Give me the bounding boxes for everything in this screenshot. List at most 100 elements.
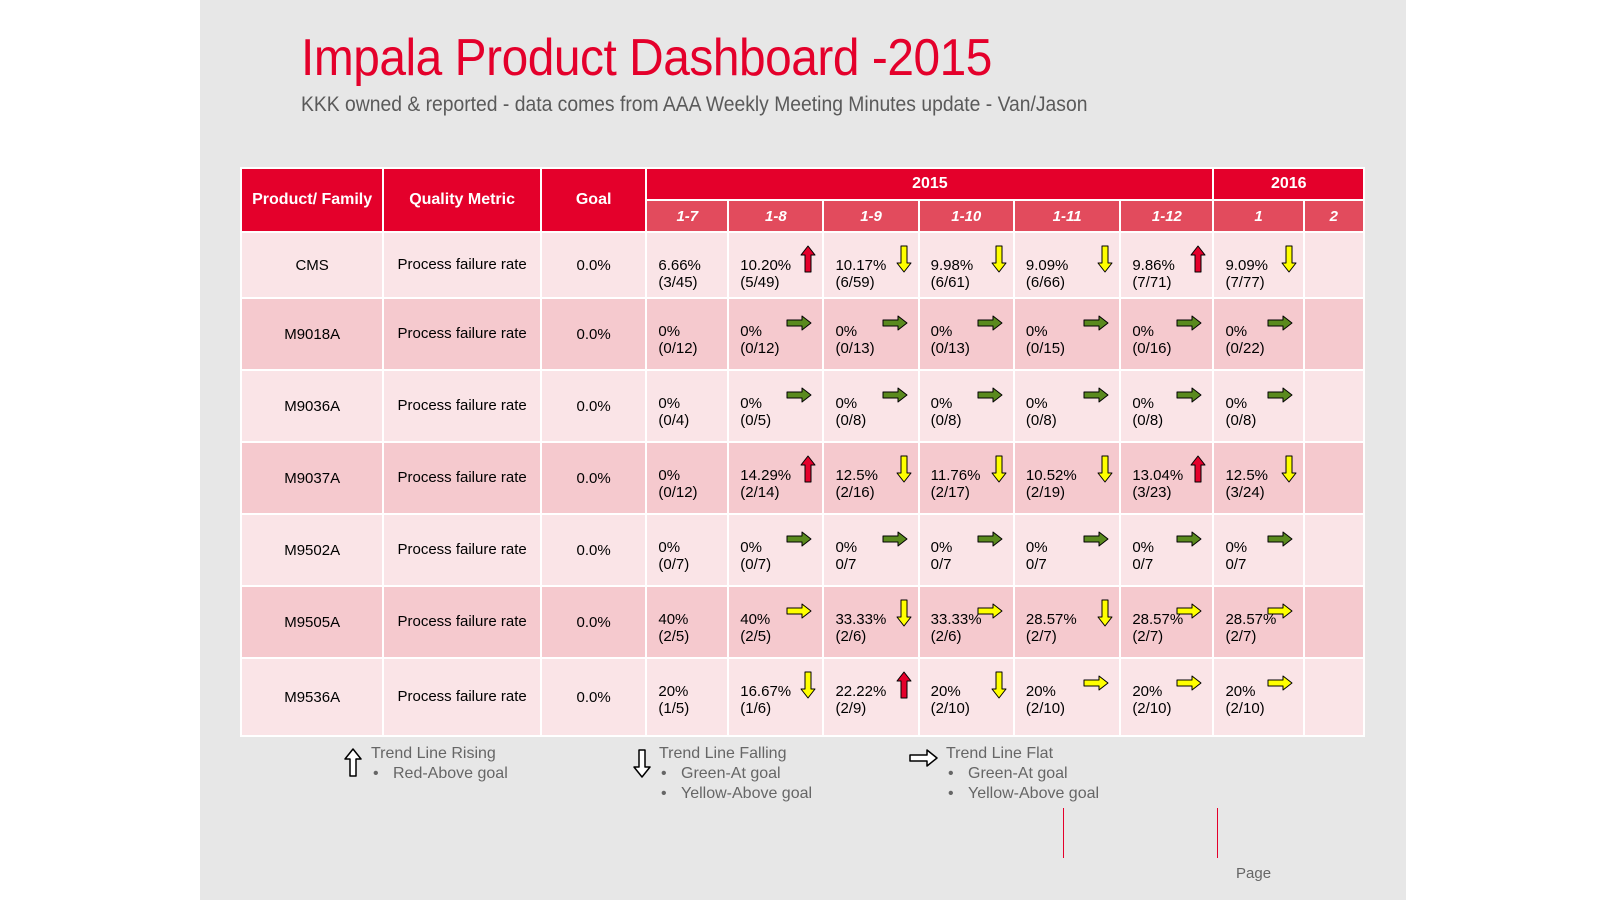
product-cell: M9036A [239, 369, 385, 443]
value-text: 13.04% (3/23) [1132, 467, 1183, 501]
arrow-down-yellow-icon [1097, 599, 1113, 627]
arrow-down-yellow-icon [1281, 455, 1297, 483]
value-text: 9.09% (7/77) [1225, 257, 1268, 291]
value-text: 12.5% (2/16) [835, 467, 878, 501]
value-fraction: (2/7) [1025, 628, 1057, 645]
value-fraction: (0/5) [740, 412, 772, 429]
value-text: 6.66% (3/45) [658, 257, 701, 291]
legend-flat: Trend Line Flat Green-At goal Yellow-Abo… [946, 744, 1099, 804]
value-percent: 14.29% [740, 467, 792, 484]
value-cell: 20% (2/10) [1119, 657, 1215, 737]
value-percent: 0% [658, 467, 681, 484]
value-cell: 0% (0/4) [645, 369, 730, 443]
value-text: 0% (0/13) [835, 323, 874, 357]
value-text: 0% (0/8) [1225, 395, 1256, 429]
value-percent: 0% [1025, 539, 1048, 556]
arrow-right-green-icon [1083, 315, 1109, 331]
value-percent: 9.09% [1025, 257, 1069, 274]
period-header: 1-12 [1119, 199, 1215, 233]
value-fraction: (6/61) [930, 274, 970, 291]
goal-cell: 0.0% [539, 231, 648, 299]
value-fraction: (3/24) [1225, 484, 1265, 501]
value-text: 20% (2/10) [1225, 683, 1264, 717]
value-cell: 10.52% (2/19) [1012, 441, 1122, 515]
arrow-right-yellow-icon [1267, 603, 1293, 619]
slide: Impala Product Dashboard -2015 KKK owned… [200, 0, 1406, 900]
arrow-down-yellow-icon [991, 671, 1007, 699]
value-cell: 20% (2/10) [917, 657, 1015, 737]
value-fraction: (6/59) [835, 274, 875, 291]
value-cell: 0% (0/16) [1119, 297, 1215, 371]
value-cell: 20% (2/10) [1212, 657, 1305, 737]
goal-cell: 0.0% [539, 585, 648, 659]
value-text: 10.20% (5/49) [740, 257, 791, 291]
metric-cell: Process failure rate [382, 231, 542, 299]
value-fraction: (0/12) [740, 340, 780, 357]
value-text: 28.57% (2/7) [1225, 611, 1276, 645]
legend-flat-item: Green-At goal [946, 764, 1099, 784]
value-percent: 0% [1225, 539, 1248, 556]
value-percent: 22.22% [835, 683, 887, 700]
dashboard-table: Product/ Family Quality Metric Goal 2015… [239, 167, 1366, 737]
value-percent: 10.17% [835, 257, 887, 274]
value-cell: 6.66% (3/45) [645, 231, 730, 299]
arrow-up-red-icon [1190, 245, 1206, 273]
legend-rising: Trend Line Rising Red-Above goal [371, 744, 508, 784]
arrow-up-red-icon [800, 455, 816, 483]
value-fraction: (2/10) [930, 700, 970, 717]
legend-falling-item: Yellow-Above goal [659, 784, 812, 804]
value-text: 22.22% (2/9) [835, 683, 886, 717]
arrow-down-yellow-icon [896, 455, 912, 483]
value-percent: 9.86% [1132, 257, 1175, 274]
value-fraction: (5/49) [740, 274, 780, 291]
value-fraction: (0/13) [835, 340, 875, 357]
value-cell: 0% (0/8) [917, 369, 1015, 443]
value-percent: 0% [1132, 395, 1154, 412]
value-text: 0% (0/12) [658, 467, 697, 501]
value-percent: 40% [740, 611, 771, 628]
header-year-2016: 2016 [1212, 167, 1365, 201]
value-text: 0% (0/8) [1132, 395, 1163, 429]
value-percent: 0% [740, 323, 762, 340]
value-fraction: (0/22) [1225, 340, 1265, 357]
legend-falling-item: Green-At goal [659, 764, 812, 784]
value-text: 40% (2/5) [658, 611, 689, 645]
value-percent: 12.5% [1225, 467, 1269, 484]
value-fraction: 0/7 [1225, 556, 1247, 573]
value-fraction: (0/4) [658, 412, 690, 429]
value-cell: 28.57% (2/7) [1012, 585, 1122, 659]
arrow-right-green-icon [977, 387, 1003, 403]
value-fraction: (2/16) [835, 484, 875, 501]
arrow-right-green-icon [1176, 531, 1202, 547]
value-fraction: (3/23) [1132, 484, 1172, 501]
value-fraction: (2/10) [1132, 700, 1172, 717]
value-fraction: 0/7 [1025, 556, 1047, 573]
value-percent: 33.33% [835, 611, 887, 628]
value-text: 0% (0/8) [1026, 395, 1057, 429]
value-cell: 9.09% (6/66) [1012, 231, 1122, 299]
value-text: 0% 0/7 [1026, 539, 1048, 573]
value-text: 0% (0/7) [740, 539, 771, 573]
product-cell: M9536A [239, 657, 385, 737]
period-header: 1 [1212, 199, 1305, 233]
value-text: 33.33% (2/6) [835, 611, 886, 645]
value-text: 20% (1/5) [658, 683, 689, 717]
value-fraction: (0/8) [930, 412, 962, 429]
value-percent: 0% [835, 539, 858, 556]
arrow-down-yellow-icon [1281, 245, 1297, 273]
value-text: 0% (0/7) [658, 539, 689, 573]
value-cell: 40% (2/5) [727, 585, 825, 659]
header-metric: Quality Metric [382, 167, 542, 233]
arrow-right-green-icon [1176, 315, 1202, 331]
arrow-down-yellow-icon [1097, 455, 1113, 483]
value-cell: 0% 0/7 [822, 513, 920, 587]
value-cell: 9.86% (7/71) [1119, 231, 1215, 299]
value-percent: 16.67% [740, 683, 792, 700]
value-cell: 20% (2/10) [1012, 657, 1122, 737]
product-cell: M9505A [239, 585, 385, 659]
arrow-right-yellow-icon [1083, 675, 1109, 691]
value-cell: 16.67% (1/6) [727, 657, 825, 737]
value-fraction: (0/8) [835, 412, 867, 429]
value-fraction: (3/45) [658, 274, 698, 291]
page-label: Page [1236, 865, 1272, 882]
